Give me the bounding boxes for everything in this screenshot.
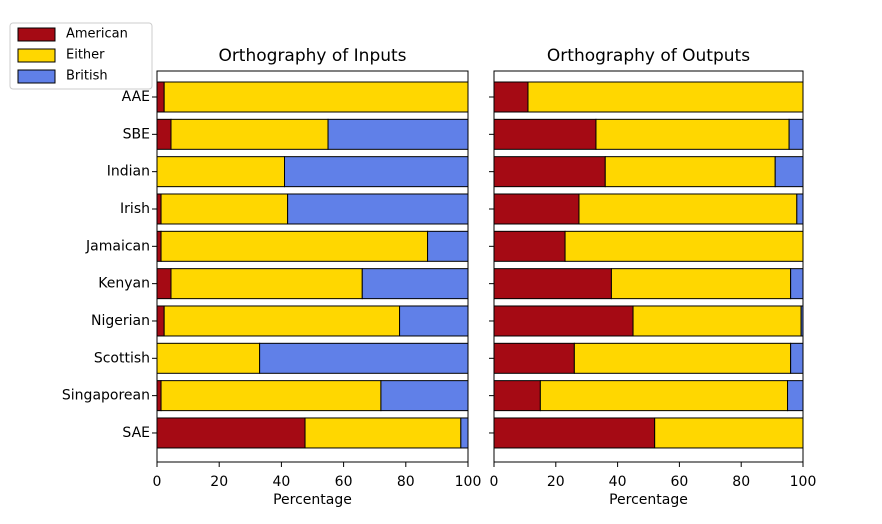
bar-segment [493, 118, 597, 150]
bar-segment [654, 417, 804, 449]
bar-segment [493, 81, 529, 113]
bar-segment [539, 380, 789, 412]
x-tick-label: 40 [609, 474, 627, 490]
bar-segment [327, 118, 469, 150]
x-tick-label: 100 [790, 474, 817, 490]
bar-segment [304, 417, 462, 449]
bar-segment [163, 81, 469, 113]
legend-swatch [17, 69, 56, 84]
bar-segment [774, 156, 804, 188]
bar-segment [790, 268, 804, 300]
bar-segment [160, 193, 289, 225]
bar-segment [493, 417, 656, 449]
bar-segment [632, 305, 802, 337]
bar-segment [427, 230, 469, 262]
bar-segment [578, 193, 798, 225]
bar-segment [259, 342, 469, 374]
y-tick-label: Scottish [94, 350, 150, 366]
bar-segment [493, 230, 566, 262]
x-tick-label: 100 [455, 474, 482, 490]
bar-segment [287, 193, 469, 225]
bar-segment [156, 156, 286, 188]
y-tick-label: Kenyan [98, 276, 150, 292]
bar-segment [493, 156, 606, 188]
legend-label: British [66, 69, 108, 84]
y-tick-label: Singaporean [62, 388, 150, 404]
y-tick-label: Jamaican [85, 238, 150, 254]
bar-segment [361, 268, 469, 300]
plot-frame [493, 70, 804, 463]
x-tick-label: 60 [670, 474, 688, 490]
bar-segment [156, 305, 165, 337]
bar-segment [493, 268, 612, 300]
bar-segment [796, 193, 804, 225]
bar-segment [163, 305, 401, 337]
chart-title: Orthography of Inputs [218, 46, 406, 66]
x-tick-label: 0 [153, 474, 162, 490]
bar-segment [156, 118, 172, 150]
bar-segment [790, 342, 804, 374]
bar-segment [160, 380, 382, 412]
bar-segment [573, 342, 792, 374]
y-tick-label: Indian [107, 164, 150, 180]
bar-segment [595, 118, 790, 150]
bar-segment [610, 268, 792, 300]
bar-segment [493, 193, 580, 225]
bar-segment [156, 193, 162, 225]
legend-swatch [17, 48, 56, 63]
bar-segment [788, 118, 804, 150]
x-tick-label: 40 [272, 474, 290, 490]
plot-frame [156, 70, 469, 463]
y-tick-label: SBE [123, 126, 150, 142]
bar-segment [527, 81, 804, 113]
x-axis-label: Percentage [273, 492, 352, 508]
bar-segment [564, 230, 804, 262]
bar-segment [156, 342, 261, 374]
x-tick-label: 20 [210, 474, 228, 490]
x-axis-label: Percentage [609, 492, 688, 508]
x-tick-label: 0 [490, 474, 499, 490]
legend-label: Either [66, 48, 105, 63]
bar-segment [156, 417, 306, 449]
bar-segment [156, 81, 165, 113]
bar-segment [170, 118, 329, 150]
legend-swatch [17, 27, 56, 42]
bar-segment [284, 156, 469, 188]
chart-title: Orthography of Outputs [547, 46, 750, 66]
bar-segment [380, 380, 469, 412]
y-tick-label: Nigerian [91, 313, 150, 329]
bar-segment [156, 230, 162, 262]
x-tick-label: 80 [397, 474, 415, 490]
x-tick-label: 60 [335, 474, 353, 490]
x-tick-label: 80 [732, 474, 750, 490]
legend-label: American [66, 27, 128, 42]
bar-segment [399, 305, 469, 337]
x-tick-label: 20 [547, 474, 565, 490]
bar-segment [493, 380, 541, 412]
bar-segment [156, 380, 162, 412]
bar-segment [604, 156, 776, 188]
bar-segment [493, 342, 575, 374]
bar-segment [160, 230, 429, 262]
y-tick-label: SAE [122, 425, 150, 441]
y-tick-label: AAE [122, 89, 150, 105]
bar-segment [156, 268, 172, 300]
y-tick-label: Irish [120, 201, 150, 217]
bar-segment [493, 305, 634, 337]
bar-segment [170, 268, 363, 300]
bar-segment [460, 417, 469, 449]
bar-segment [787, 380, 804, 412]
